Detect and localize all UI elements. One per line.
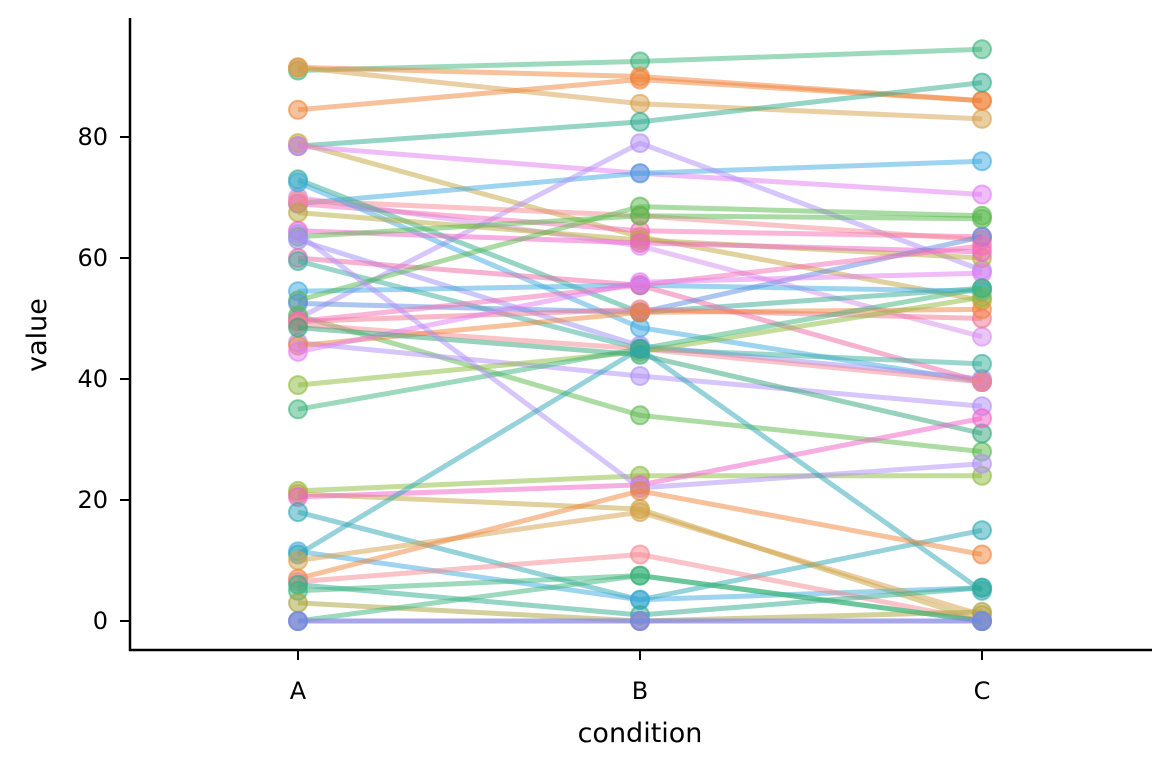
data-point [630, 302, 650, 323]
data-point [630, 611, 650, 631]
data-point [630, 111, 650, 132]
data-point [288, 550, 308, 571]
y-tick-label: 20 [77, 486, 108, 514]
y-tick-label: 60 [77, 244, 108, 272]
data-point [972, 453, 992, 474]
data-point [630, 338, 650, 359]
data-point [630, 93, 650, 114]
x-tick-label: C [974, 677, 991, 705]
data-point [288, 317, 308, 338]
y-axis-label: value [22, 298, 53, 372]
series-layer [288, 39, 992, 631]
data-point [288, 136, 308, 157]
data-point [972, 544, 992, 565]
data-point [972, 151, 992, 172]
data-point [288, 57, 308, 78]
data-point [288, 399, 308, 420]
data-point [288, 611, 308, 631]
data-point [630, 565, 650, 586]
data-point [972, 108, 992, 129]
data-point [288, 251, 308, 271]
data-point [972, 72, 992, 93]
y-tick-label: 0 [93, 607, 108, 635]
data-point [630, 502, 650, 523]
ticks: 0 20 40 60 80 A B C [77, 123, 990, 705]
data-point [630, 405, 650, 426]
data-point [288, 202, 308, 223]
data-point [630, 196, 650, 217]
data-point [972, 205, 992, 226]
data-point [972, 326, 992, 347]
data-point [972, 611, 992, 631]
data-point [972, 278, 992, 299]
data-point [972, 90, 992, 111]
data-point [630, 480, 650, 501]
series-29 [288, 263, 992, 362]
x-axis-label: condition [578, 718, 703, 749]
data-point [972, 39, 992, 60]
data-point [972, 577, 992, 598]
data-point [288, 375, 308, 396]
data-point [972, 520, 992, 541]
series-2 [288, 57, 992, 129]
data-point [630, 366, 650, 386]
data-point [288, 502, 308, 523]
data-point [630, 544, 650, 565]
data-point [288, 99, 308, 120]
y-tick-label: 40 [77, 365, 108, 393]
data-point [972, 235, 992, 256]
data-point [630, 69, 650, 90]
data-point [288, 592, 308, 613]
data-point [630, 232, 650, 253]
x-tick-label: B [632, 677, 648, 705]
data-point [288, 223, 308, 244]
data-point [972, 184, 992, 205]
data-point [630, 133, 650, 154]
data-point [630, 272, 650, 293]
data-point [288, 341, 308, 362]
data-point [972, 408, 992, 429]
y-tick-label: 80 [77, 123, 108, 151]
data-point [972, 353, 992, 374]
data-point [972, 372, 992, 392]
data-point [288, 172, 308, 193]
series-48 [288, 611, 992, 631]
data-point [630, 163, 650, 184]
x-tick-label: A [290, 677, 307, 705]
